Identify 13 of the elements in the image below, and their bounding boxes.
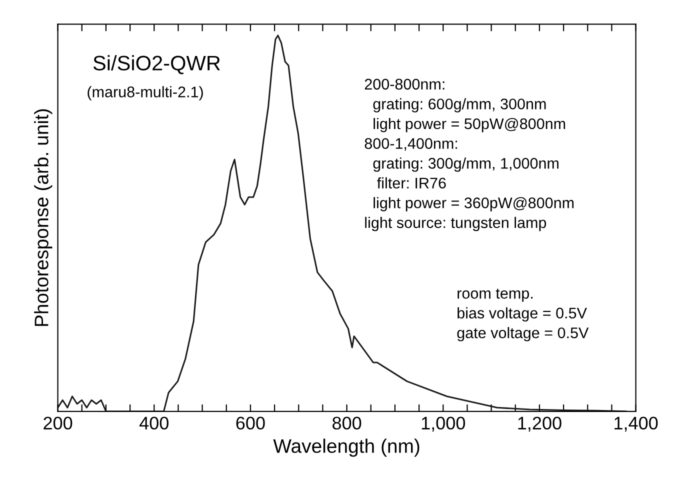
x-tick-label: 1,400 (614, 416, 658, 432)
x-tick-label: 400 (139, 416, 168, 430)
x-tick-label: 1,000 (422, 416, 466, 432)
x-tick-label: 800 (332, 416, 362, 430)
annotation: 200-800nm: grating: 600g/mm, 300nm light power = 50pW@800nm 800-1,400nm: grating: 300g/mm, 1,000nm filter: IR76 light power = 360pW@800nm light source: tungsten lamp (364, 78, 574, 232)
annotation: room temp. bias voltage = 0.5V gate voltage = 0.5V (457, 288, 589, 342)
x-tick-label: 1,200 (518, 416, 562, 432)
x-tick-label: 200 (44, 416, 72, 430)
x-tick-label: 600 (236, 416, 265, 430)
x-axis-title: Wavelength (nm) (273, 438, 420, 457)
annotation: Si/SiO2-QWR (93, 55, 220, 74)
annotation: (maru8-multi-2.1) (88, 86, 203, 100)
y-axis-title: Photoresponse (arb. unit) (34, 109, 52, 326)
